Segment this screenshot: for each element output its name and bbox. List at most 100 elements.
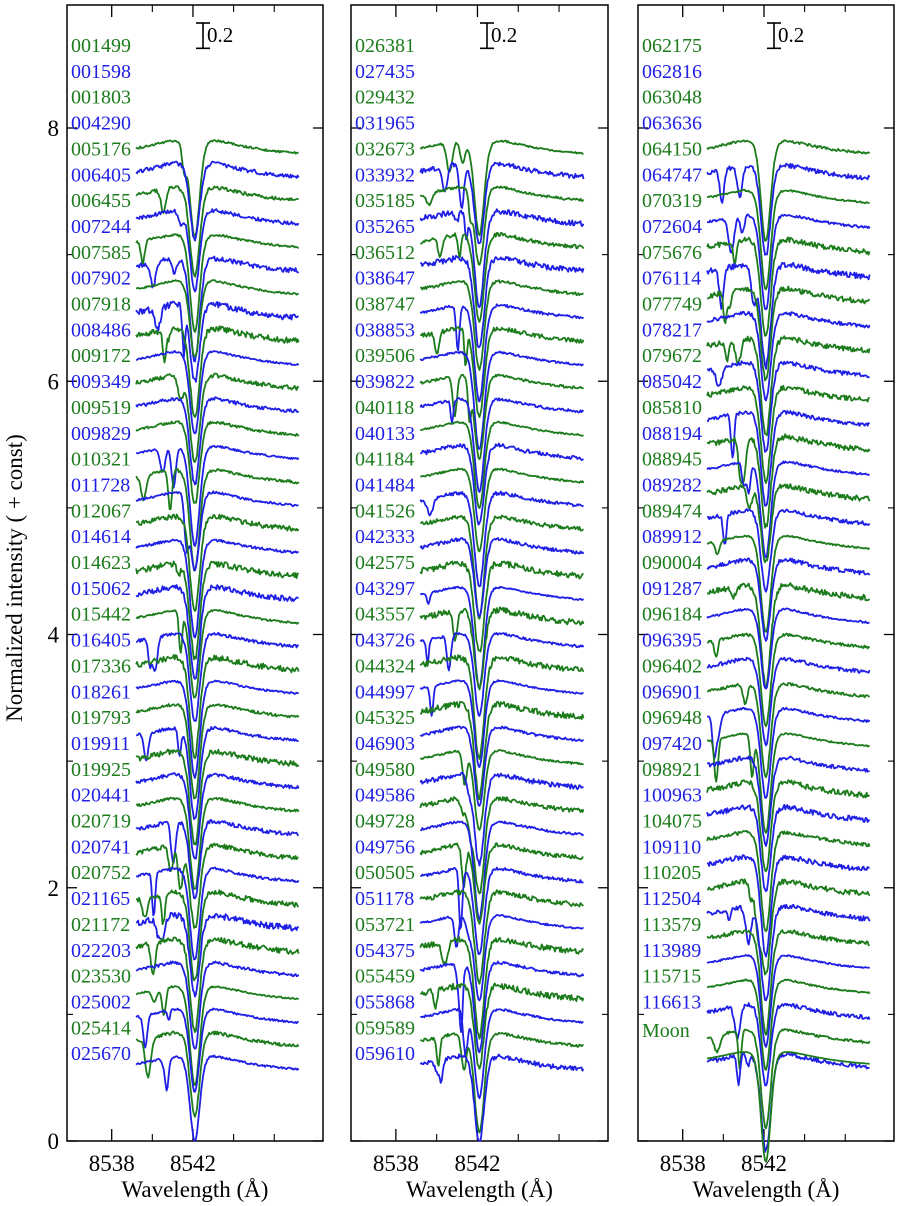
- spectrum-label: 017336: [71, 655, 131, 677]
- spectrum-label: 059610: [355, 1043, 415, 1065]
- spectrum-line: [419, 232, 585, 323]
- spectrum-label: 025414: [71, 1017, 131, 1039]
- spectrum-label: 039822: [355, 371, 415, 393]
- spectrum-label: 097420: [642, 733, 702, 755]
- spectrum-line: [135, 679, 300, 779]
- spectrum-label: 014614: [71, 526, 131, 548]
- spectrum-label: 031965: [355, 113, 415, 135]
- spectrum-label: 042333: [355, 526, 415, 548]
- spectrum-label: 070319: [642, 190, 702, 212]
- spectrum-label: 096901: [642, 681, 702, 703]
- spectrum-line: [135, 513, 300, 612]
- spectrum-line: [706, 829, 871, 933]
- spectrum-line: [135, 396, 300, 486]
- spectrum-label: 054375: [355, 940, 415, 962]
- spectrum-label: 014623: [71, 552, 131, 574]
- spectrum-label: 019911: [71, 733, 130, 755]
- spectrum-line: [419, 279, 584, 371]
- spectrum-line: [706, 360, 870, 453]
- spectrum-line: [706, 903, 871, 1002]
- spectrum-line: [706, 706, 871, 799]
- spectrum-label: 089474: [642, 500, 702, 522]
- spectrum-label: 043726: [355, 630, 415, 652]
- spectrum-line: [135, 654, 300, 760]
- spectrum-label: 040118: [355, 397, 414, 419]
- spectrum-label: 088945: [642, 449, 702, 471]
- spectrum-label: 020719: [71, 811, 131, 833]
- spectrum-line: [706, 929, 870, 1036]
- spectrum-label: 032673: [355, 138, 415, 160]
- spectrum-label: 091287: [642, 578, 702, 600]
- spectrum-line: [707, 854, 870, 958]
- spectrum-line: [419, 1053, 585, 1142]
- spectrum-label: 063048: [642, 87, 702, 109]
- spectrum-label: 045325: [355, 707, 415, 729]
- spectrum-label: 011728: [71, 474, 130, 496]
- spectrum-line: [706, 483, 871, 564]
- spectrum-line: [135, 985, 300, 1086]
- spectrum-label: 006405: [71, 164, 131, 186]
- spectrum-label: 008486: [71, 319, 131, 341]
- spectrum-label: 078217: [642, 319, 702, 341]
- spectrum-line: [135, 796, 300, 890]
- y-tick-label: 6: [48, 369, 60, 394]
- spectrum-label: 044997: [355, 681, 415, 703]
- spectrum-line: [135, 538, 300, 639]
- spectrum-label: 090004: [642, 552, 702, 574]
- spectrum-line: [419, 725, 585, 807]
- spectrum-label: 023530: [71, 966, 131, 988]
- spectrum-line: [419, 606, 585, 691]
- spectrum-line: [419, 208, 585, 309]
- spectrum-line: [706, 335, 871, 437]
- spectrum-label: 001598: [71, 61, 131, 83]
- spectrum-line: [420, 820, 585, 921]
- spectrum-line: [135, 1054, 300, 1142]
- spectrum-label: 005176: [71, 138, 131, 160]
- spectrum-line: [707, 508, 871, 593]
- spectrum-line: [706, 139, 871, 242]
- spectrum-line: [706, 188, 870, 291]
- spectrum-label: 026381: [355, 35, 415, 57]
- spectrum-line: [135, 139, 299, 237]
- spectrum-label: 007918: [71, 294, 131, 316]
- spectrum-line: [706, 433, 871, 529]
- x-tick-label: 8538: [373, 1151, 419, 1176]
- spectrum-label: 009349: [71, 371, 131, 393]
- spectrum-line: [419, 914, 584, 1002]
- spectrum-line: [706, 261, 871, 370]
- spectrum-line: [135, 772, 300, 860]
- spectrum-line: [135, 490, 299, 572]
- spectrum-label: 038647: [355, 268, 415, 290]
- spectrum-line: [706, 1051, 870, 1163]
- scale-bar-label: 0.2: [207, 23, 233, 47]
- spectrum-label: 018261: [71, 681, 131, 703]
- spectrum-label: 033932: [355, 164, 415, 186]
- spectrum-line: [419, 889, 584, 985]
- spectrum-label: 064150: [642, 138, 702, 160]
- spectrum-line: [419, 514, 584, 620]
- spectrum-label: 055868: [355, 991, 415, 1013]
- spectrum-label: 085042: [642, 371, 702, 393]
- spectrum-label: 051178: [355, 888, 414, 910]
- spectrum-label: 012067: [71, 500, 131, 522]
- spectrum-label: 019793: [71, 707, 131, 729]
- spectrum-line: [419, 560, 584, 653]
- spectrum-label: 053721: [355, 914, 415, 936]
- spectrum-line: [419, 537, 585, 617]
- spectrum-line: [419, 796, 585, 895]
- scale-bar-label: 0.2: [491, 23, 517, 47]
- x-axis-label: Wavelength (Å): [406, 1177, 553, 1202]
- spectrum-line: [706, 534, 871, 633]
- spectrum-label: 049586: [355, 785, 415, 807]
- spectrum-label: 044324: [355, 655, 415, 677]
- spectrum-label: 072604: [642, 216, 702, 238]
- spectrum-line: [419, 982, 585, 1070]
- spectrum-line: [419, 303, 584, 403]
- spectrum-line: [706, 656, 871, 747]
- spectrum-label: 063636: [642, 113, 702, 135]
- spectrum-line: [706, 755, 870, 847]
- spectrum-line: [707, 285, 871, 382]
- spectrum-line: [420, 467, 585, 553]
